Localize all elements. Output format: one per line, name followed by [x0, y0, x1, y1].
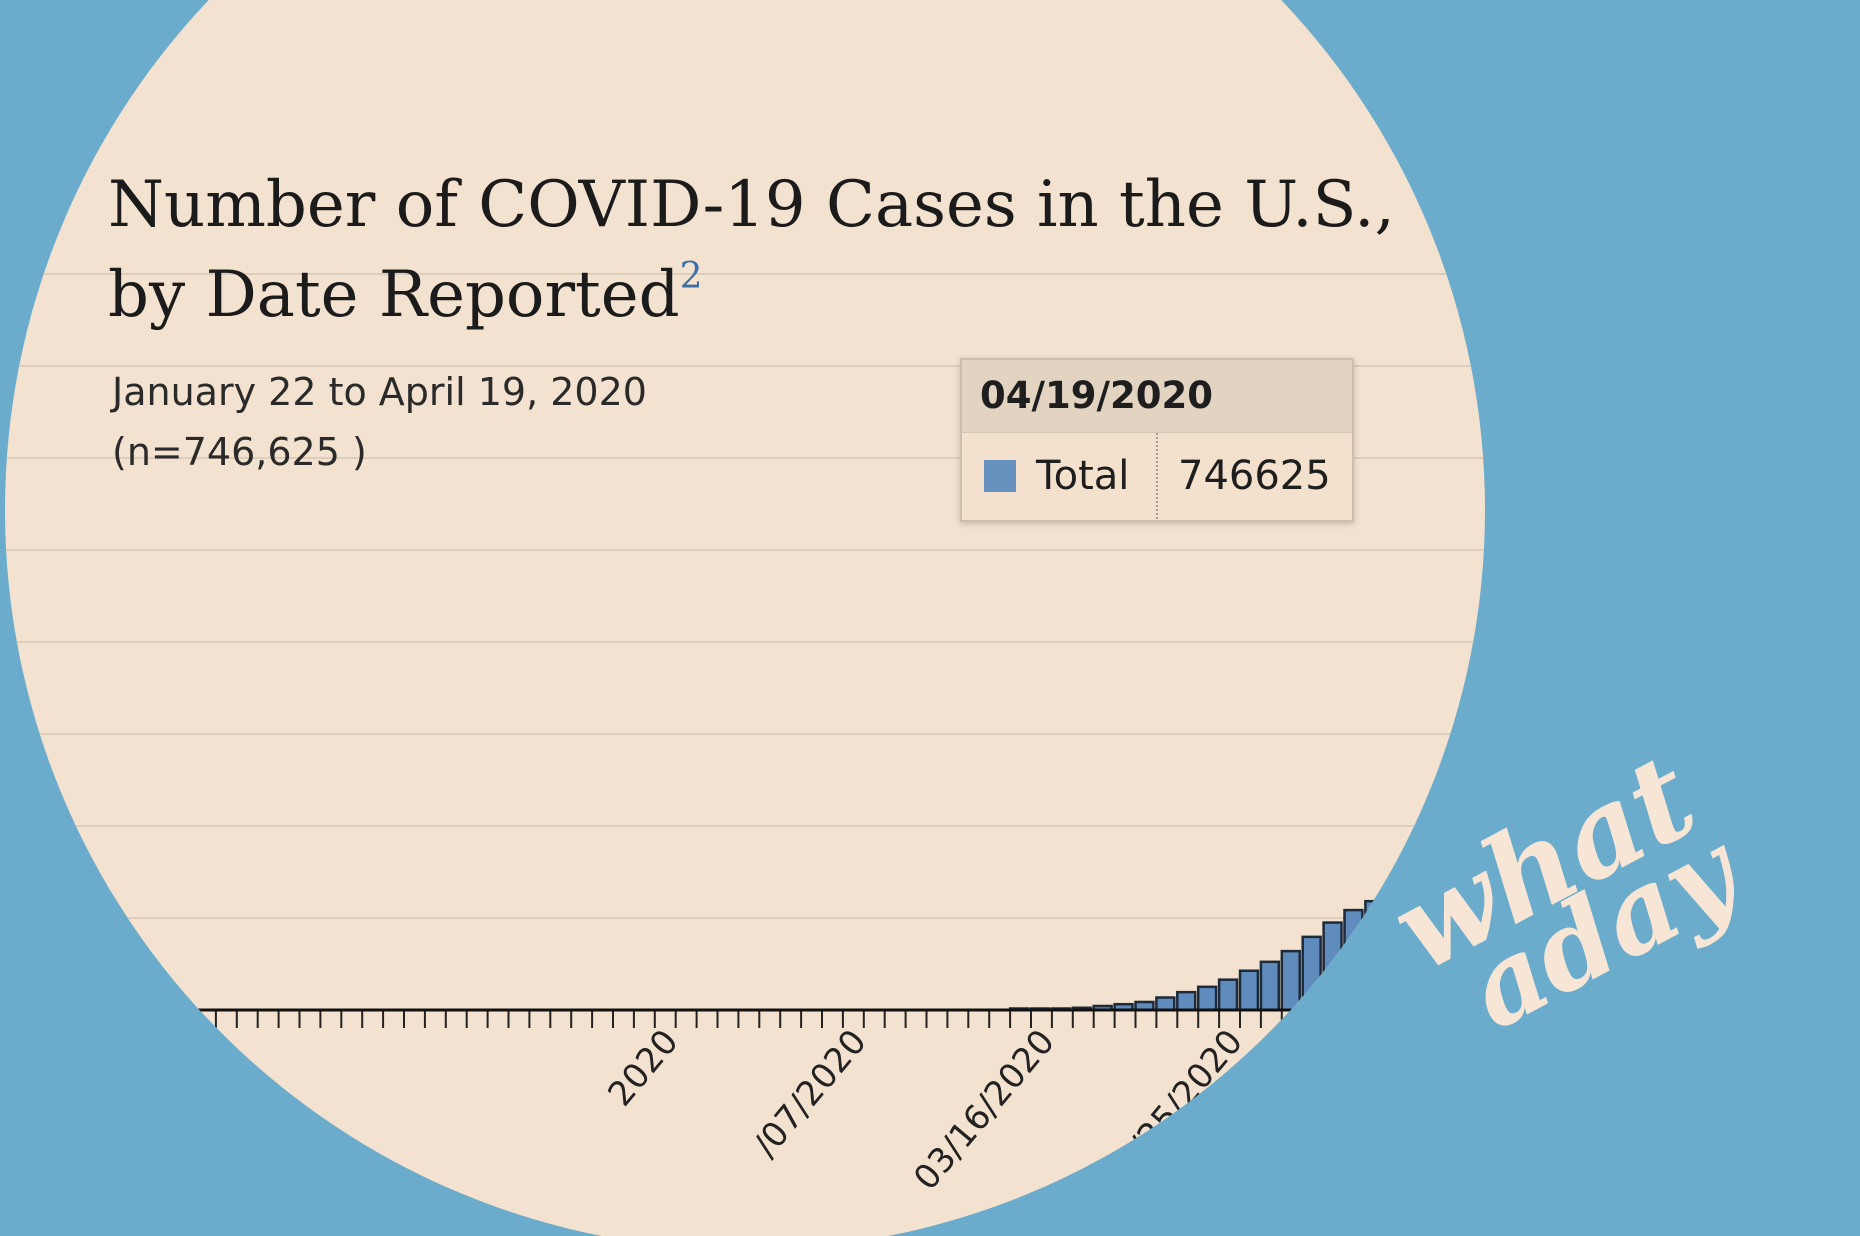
bar-03-28: [1343, 908, 1364, 1012]
bar-03-24: [1259, 960, 1281, 1012]
tooltip-value: 746625: [1178, 453, 1331, 499]
bar-04-19: [1804, 344, 1822, 1010]
x-tick-label: 04/03/2020: [1282, 1022, 1439, 1198]
x-axis-ticks: [194, 1010, 1471, 1028]
bar-03-20: [1176, 990, 1197, 1012]
footnote-link[interactable]: 2: [679, 256, 703, 297]
chart-title: Number of COVID-19 Cases in the U.S., by …: [108, 160, 1408, 340]
case-count: (n=746,625 ): [112, 430, 367, 474]
title-line-2: by Date Reported: [108, 258, 680, 332]
bar-03-29: [1364, 899, 1385, 1012]
title-line-1: Number of COVID-19 Cases in the U.S.,: [108, 168, 1395, 242]
tooltip-divider: [1156, 433, 1158, 519]
tooltip-row: Total 746625: [962, 433, 1352, 519]
bar-03-22: [1217, 978, 1239, 1012]
tooltip-date: 04/19/2020: [962, 360, 1352, 433]
chart-tooltip: 04/19/2020 Total 746625: [960, 358, 1354, 522]
bar-04-18: [1783, 369, 1801, 1010]
bar-03-21: [1196, 985, 1218, 1012]
tooltip-series-label: Total: [1036, 453, 1130, 499]
chart-subtitle: January 22 to April 19, 2020 (n=746,625 …: [112, 362, 647, 482]
bar-03-27: [1322, 921, 1343, 1012]
bar-03-19: [1155, 996, 1176, 1012]
bar-03-25: [1280, 949, 1301, 1012]
bar-03-26: [1301, 935, 1322, 1012]
date-range: January 22 to April 19, 2020: [112, 370, 647, 414]
bar-03-23: [1238, 969, 1260, 1012]
bar-04-17: [1763, 401, 1781, 1010]
legend-swatch: [984, 460, 1016, 492]
magnifier-circle: [5, 0, 1485, 1236]
